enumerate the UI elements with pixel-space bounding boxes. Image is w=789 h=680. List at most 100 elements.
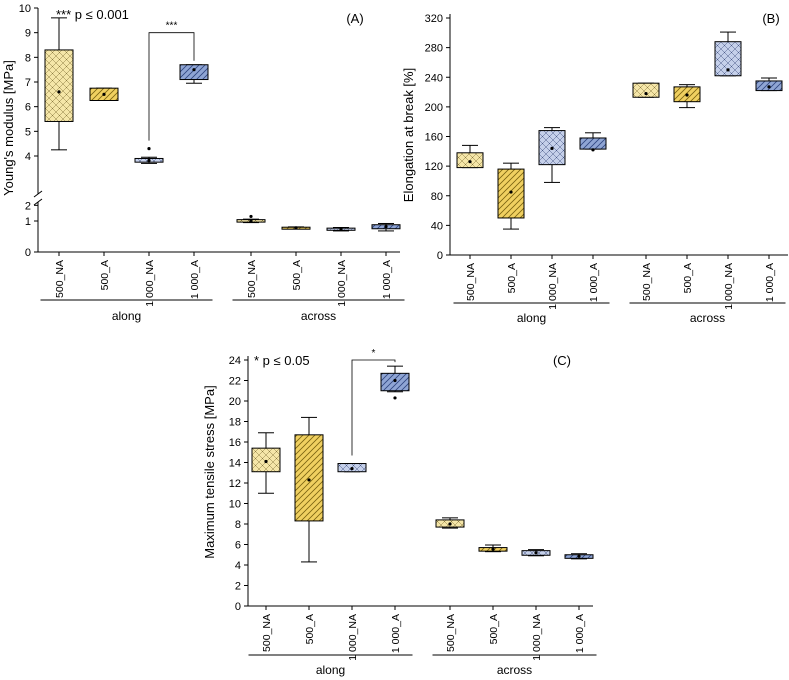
panel-c-category-label: 1 000_NA [347,614,359,661]
panel-c-y-tick-label: 6 [235,540,241,552]
panel-a-category-label: 500_NA [246,260,258,298]
panel-b-box [632,82,660,98]
panel-c-significance-label: * [372,348,376,359]
panel-b-category-label: 1 000_A [588,263,600,302]
panel-b-y-tick-label: 240 [425,72,443,84]
panel-a-y-tick-label: 7 [25,77,31,89]
panel-b-mean-point [591,148,595,152]
panel-c-y-tick-label: 12 [229,478,241,490]
panel-b-mean-point [468,160,472,164]
panel-a-y-tick-label: 2 [25,200,31,212]
panel-b-category-label: 1 000_A [764,263,776,302]
panel-a-axis-break-mark [33,198,43,206]
panel-c-category-label: 500_NA [445,614,457,652]
panel-b-mean-point [726,68,730,72]
panel-c-mean-point [577,554,581,558]
panel-c-y-tick-label: 14 [229,458,241,470]
panel-a-mean-point [102,92,106,96]
panel-b-category-label: 1 000_NA [547,263,559,310]
panel-a-box [179,64,209,81]
panel-c-y-tick-label: 24 [229,355,241,367]
panel-a-mean-point [384,224,388,229]
panel-c-category-label: 1 000_A [390,614,402,653]
panel-c-category-label: 500_NA [261,614,273,652]
panel-a-group-label: along [112,309,141,323]
panel-c-y-tick-label: 0 [235,601,241,613]
panel-a-mean-point [57,90,61,94]
panel-c-tensile-stress: Maximum tensile stress [MPa] * p ≤ 0.05 … [202,348,597,677]
panel-c-group-label: along [316,663,345,677]
panel-b-y-tick-label: 80 [431,191,443,203]
panel-c-category-label: 500_A [304,614,316,644]
panel-a-category-label: 500_A [99,260,111,290]
panel-c-mean-point [491,547,495,551]
panel-b-elongation: Elongation at break [%] (B) 0 40 80 120 160 2… [401,11,788,325]
panel-c-outlier-point [393,396,397,400]
panel-c-category-label: 1 000_A [574,614,586,653]
panel-a-youngs-modulus: Young's modulus [MPa] *** p ≤ 0.001 (A) … [1,3,405,323]
panel-b-mean-point [644,91,648,96]
panel-b-mean-point [685,93,689,97]
panel-b-label: (B) [762,11,779,26]
panel-a-box [44,49,74,122]
panel-c-annotation: * p ≤ 0.05 [254,353,310,368]
panel-a-significance-label: *** [166,21,178,32]
panel-b-category-label: 500_A [506,263,518,293]
panel-b-box [579,137,607,150]
panel-b-y-tick-label: 40 [431,220,443,232]
panel-a-outlier-point [147,147,151,151]
panel-b-y-tick-label: 160 [425,132,443,144]
panel-b-y-tick-label: 120 [425,161,443,173]
panel-b-group-label: along [517,311,546,325]
panel-a-mean-point [294,226,298,230]
panel-a-annotation: *** p ≤ 0.001 [56,7,129,22]
panel-a-mean-point [249,219,253,223]
panel-c-label: (C) [553,353,571,368]
panel-a-ylabel: Young's modulus [MPa] [1,60,16,196]
panel-a-mean-point [147,158,151,163]
panel-c-y-tick-label: 20 [229,396,241,408]
panel-a-significance-bracket [148,32,195,141]
panel-b-category-label: 500_A [682,263,694,293]
panel-a-axis-break-mark [33,190,43,198]
panel-a-category-label: 500_NA [54,260,66,298]
panel-c-box [294,434,324,522]
panel-a-label: (A) [346,11,363,26]
panel-c-y-tick-label: 10 [229,499,241,511]
panel-a-y-tick-label: 0 [25,247,31,259]
panel-c-mean-point [448,522,452,526]
panel-a-y-tick-label: 6 [25,102,31,114]
panel-b-mean-point [550,146,554,150]
panel-a-y-tick-label: 5 [25,126,31,138]
panel-b-y-tick-label: 280 [425,43,443,55]
panel-c-y-tick-label: 18 [229,417,241,429]
panel-c-mean-point [350,467,354,471]
panel-a-group-label: across [301,309,336,323]
panel-c-y-tick-label: 16 [229,437,241,449]
panel-c-group-label: across [497,663,532,677]
panel-c-mean-point [264,459,268,464]
panel-b-y-tick-label: 200 [425,102,443,114]
panel-a-y-tick-label: 1 [25,216,31,228]
panel-a-outlier-point [249,214,253,219]
panel-b-category-label: 1 000_NA [723,263,735,310]
panel-a-category-label: 1 000_A [381,260,393,299]
panel-c-y-tick-label: 4 [235,560,241,572]
panel-b-ylabel: Elongation at break [%] [401,68,416,202]
panel-a-category-label: 1 000_A [189,260,201,299]
panel-a-y-tick-label: 9 [25,28,31,40]
panel-b-category-label: 500_NA [465,263,477,301]
panel-b-y-tick-label: 0 [437,250,443,262]
panel-c-mean-point [307,478,311,482]
panel-c-category-label: 1 000_NA [531,614,543,661]
panel-c-y-tick-label: 2 [235,581,241,593]
panel-b-category-label: 500_NA [641,263,653,301]
panel-c-y-tick-label: 8 [235,519,241,531]
panel-a-y-tick-label: 8 [25,52,31,64]
panel-c-category-label: 500_A [488,614,500,644]
panel-c-y-tick-label: 22 [229,376,241,388]
panel-a-mean-point [192,68,196,72]
panel-c-mean-point [393,378,397,383]
panel-a-y-tick-label: 4 [25,151,31,163]
panel-a-y-tick-label: 10 [19,3,31,15]
